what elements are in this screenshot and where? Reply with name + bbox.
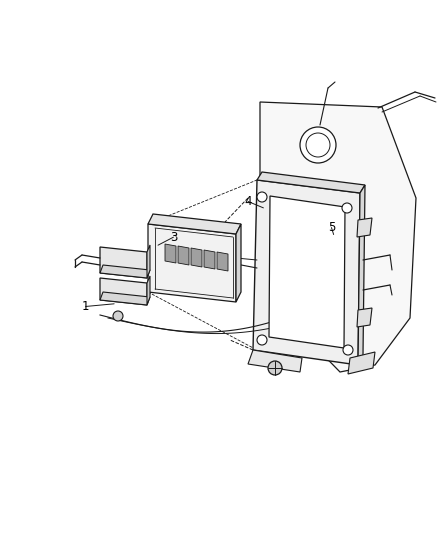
Polygon shape <box>147 245 150 278</box>
Polygon shape <box>100 278 147 305</box>
Polygon shape <box>356 308 371 327</box>
Circle shape <box>342 345 352 355</box>
Circle shape <box>299 127 335 163</box>
Circle shape <box>256 192 266 202</box>
Polygon shape <box>165 244 176 263</box>
Circle shape <box>267 361 281 375</box>
Polygon shape <box>357 185 364 365</box>
Polygon shape <box>177 246 189 265</box>
Polygon shape <box>100 247 147 278</box>
Polygon shape <box>236 224 240 302</box>
Polygon shape <box>259 102 415 372</box>
Polygon shape <box>100 265 150 278</box>
Text: 3: 3 <box>170 231 177 244</box>
Polygon shape <box>347 352 374 374</box>
Polygon shape <box>147 276 150 305</box>
Polygon shape <box>148 224 236 302</box>
Polygon shape <box>216 252 227 271</box>
Polygon shape <box>148 214 240 234</box>
Polygon shape <box>356 218 371 237</box>
Polygon shape <box>191 248 201 267</box>
Polygon shape <box>247 350 301 372</box>
Circle shape <box>305 133 329 157</box>
Text: 5: 5 <box>327 221 334 234</box>
Polygon shape <box>204 250 215 269</box>
Polygon shape <box>256 172 364 193</box>
Text: 4: 4 <box>244 195 251 208</box>
Polygon shape <box>252 180 359 365</box>
Circle shape <box>113 311 123 321</box>
Circle shape <box>256 335 266 345</box>
Circle shape <box>341 203 351 213</box>
Text: 1: 1 <box>81 300 89 313</box>
Polygon shape <box>100 292 150 305</box>
Polygon shape <box>268 196 344 348</box>
